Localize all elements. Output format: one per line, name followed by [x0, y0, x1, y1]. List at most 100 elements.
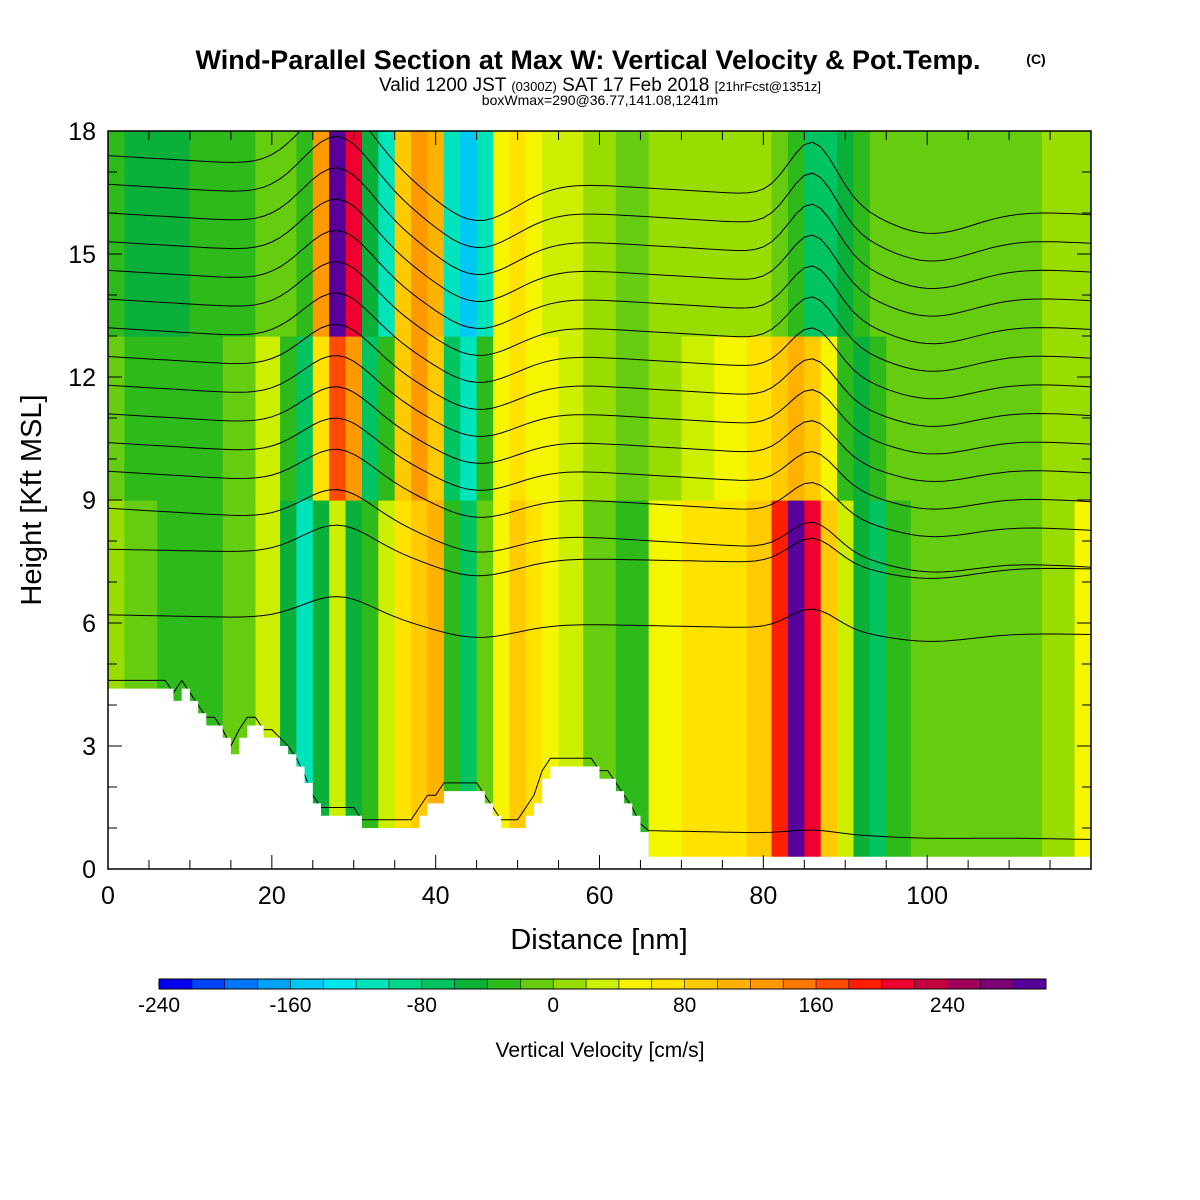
theta-contour [108, 292, 1091, 400]
colorbar-swatch [816, 979, 850, 989]
colorbar-tick-label: 240 [930, 994, 965, 1017]
colorbar-swatch [323, 979, 357, 989]
w-cell [558, 131, 584, 337]
colorbar-swatch [848, 979, 883, 989]
w-cell [280, 131, 298, 337]
w-cell [820, 500, 838, 869]
w-cell [329, 131, 347, 337]
colorbar-swatch [191, 979, 226, 989]
w-cell [411, 336, 429, 501]
colorbar-swatch [618, 979, 653, 989]
w-cell [1074, 500, 1091, 869]
w-cell [787, 131, 805, 337]
w-cell [476, 131, 494, 337]
theta-contour [108, 131, 1091, 234]
y-tick-label: 0 [82, 856, 96, 884]
theta-contour [108, 448, 1091, 538]
colorbar-frame [158, 978, 1047, 990]
w-cell [427, 500, 445, 869]
w-cell [378, 500, 396, 869]
colorbar-swatch [783, 979, 817, 989]
w-cell [681, 336, 715, 501]
colorbar-swatch [290, 979, 324, 989]
colorbar-swatch [947, 979, 981, 989]
box-max-line: boxWmax=290@36.77,141.08,1241m [482, 92, 718, 108]
w-cell [329, 500, 347, 869]
w-cell [542, 336, 560, 501]
chart-title: Wind-Parallel Section at Max W: Vertical… [196, 45, 981, 75]
w-cell [542, 131, 560, 337]
w-cell [648, 131, 683, 337]
x-tick-label: 0 [101, 882, 115, 910]
w-cell [443, 336, 461, 501]
theta-contour [108, 386, 1091, 483]
w-cell [853, 336, 871, 501]
colorbar-tick-label: 0 [547, 994, 559, 1017]
colorbar-swatch [520, 979, 554, 989]
w-cell [804, 500, 822, 869]
forecast-info: [21hrFcst@1351z] [715, 79, 821, 94]
colorbar-swatch [881, 979, 915, 989]
w-cell [1009, 500, 1043, 869]
w-cell [1009, 336, 1043, 501]
w-cell [943, 131, 977, 337]
y-tick-label: 9 [82, 487, 96, 515]
colorbar-swatch [553, 979, 587, 989]
y-tick-label: 3 [82, 733, 96, 761]
w-cell [615, 336, 650, 501]
w-cell [312, 500, 330, 869]
w-cell [820, 131, 838, 337]
x-tick-label: 60 [586, 882, 614, 910]
y-axis-tick-labels: 0 3 6 9 12 15 18 [68, 118, 96, 884]
colorbar-tick-label: -80 [407, 994, 437, 1017]
w-cell [124, 131, 158, 337]
w-cell [714, 336, 748, 501]
theta-contour [108, 136, 1091, 262]
y-tick-label: 12 [68, 364, 96, 392]
w-cell [460, 336, 478, 501]
x-tick-label: 20 [258, 882, 286, 910]
w-cell [714, 131, 748, 337]
w-cell [509, 500, 527, 869]
w-cell [681, 131, 715, 337]
theta-contour [108, 261, 1091, 372]
w-cell [525, 131, 543, 337]
w-cell [1041, 500, 1076, 869]
potential-temperature-contours [108, 131, 1091, 840]
w-cell [427, 336, 445, 501]
w-cell [583, 131, 617, 337]
w-cell [157, 131, 191, 337]
colorbar-swatch [388, 979, 423, 989]
colorbar [158, 978, 1047, 990]
w-cell [976, 131, 1010, 337]
y-tick-label: 6 [82, 610, 96, 638]
w-cell [943, 336, 977, 501]
w-cell [361, 500, 379, 869]
w-cell [1009, 131, 1043, 337]
w-cell [886, 131, 912, 337]
w-cell [476, 500, 494, 869]
w-cell [681, 500, 715, 869]
w-cell [869, 336, 887, 501]
theta-contour [108, 167, 1091, 290]
theta-contour [108, 198, 1091, 317]
colorbar-swatch [356, 979, 390, 989]
w-cell [837, 500, 855, 869]
w-cell [615, 131, 650, 337]
colorbar-swatch [914, 979, 948, 989]
w-cell [910, 500, 945, 869]
w-cell [525, 500, 543, 869]
w-cell [361, 336, 379, 501]
colorbar-tick-label: -160 [269, 994, 311, 1017]
w-cell [771, 500, 789, 869]
w-cell [443, 500, 461, 869]
theta-contour [108, 417, 1091, 510]
w-cell [837, 131, 855, 337]
w-cell [443, 131, 461, 337]
x-axis-tick-labels: 0 20 40 60 80 100 [101, 882, 948, 910]
w-cell [124, 336, 158, 501]
x-tick-label: 80 [749, 882, 777, 910]
theta-contour [108, 354, 1091, 455]
x-axis-label: Distance [nm] [510, 924, 687, 956]
